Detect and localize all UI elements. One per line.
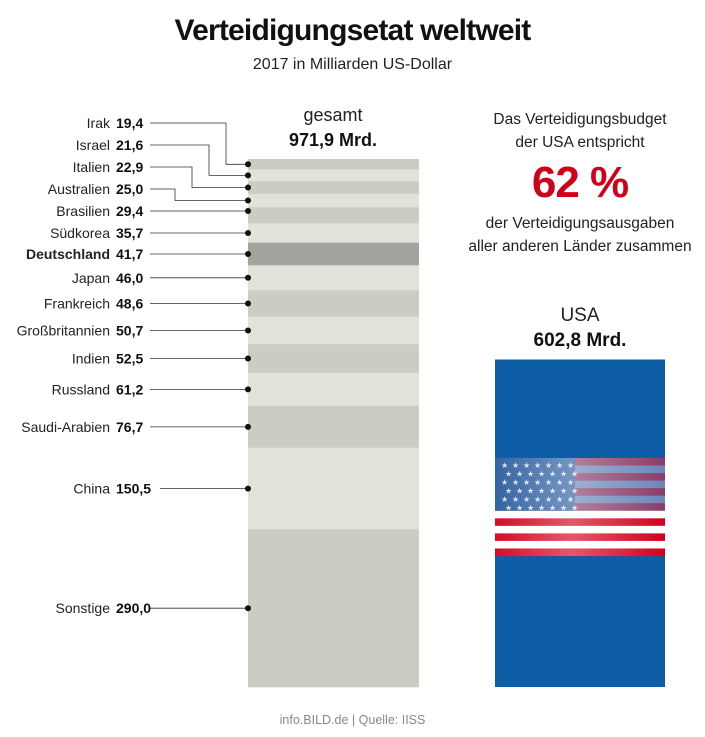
bar-segment-irak: [248, 159, 419, 170]
note-line-4: aller anderen Länder zusammen: [468, 238, 692, 255]
value-label: 50,7: [116, 323, 143, 339]
leader-line: [150, 188, 248, 201]
country-label: Indien: [72, 351, 110, 367]
bar-segment-italien: [248, 181, 419, 195]
value-label: 29,4: [116, 203, 143, 219]
value-label: 290,0: [116, 600, 151, 616]
bar-segment-indien: [248, 344, 419, 374]
bar-segment-großbritannien: [248, 316, 419, 345]
total-label: gesamt: [303, 105, 362, 125]
bar-segment-brasilien: [248, 207, 419, 224]
value-label: 19,4: [116, 115, 143, 131]
bar-segment-japan: [248, 265, 419, 291]
bar-segment-saudi-arabien: [248, 406, 419, 448]
country-label: Italien: [73, 159, 110, 175]
country-label: Südkorea: [50, 225, 110, 241]
leader-dot: [245, 327, 251, 334]
chart-title: Verteidigungsetat weltweit: [174, 14, 532, 47]
country-label: Russland: [52, 381, 110, 397]
bar-segment-deutschland: [248, 242, 419, 266]
chart-subtitle: 2017 in Milliarden US-Dollar: [252, 56, 453, 73]
country-label: Deutschland: [26, 246, 110, 262]
leader-dot: [245, 605, 251, 612]
source-note: info.BILD.de | Quelle: IISS: [279, 713, 426, 727]
country-label: Frankreich: [44, 296, 110, 312]
value-label: 76,7: [116, 419, 143, 435]
leader-dot: [245, 251, 251, 257]
leader-dot: [245, 274, 251, 281]
leader-dot: [245, 208, 251, 214]
leader-dot: [245, 300, 251, 307]
value-label: 52,5: [116, 351, 143, 367]
bar-segment-australien: [248, 193, 419, 208]
value-label: 48,6: [116, 296, 143, 312]
usa-note-continued: der Verteidigungsausgaben aller anderen …: [440, 212, 705, 258]
country-label: Japan: [72, 270, 110, 286]
total-value: 971,9 Mrd.: [289, 130, 377, 150]
bar-segment-sonstige: [248, 529, 419, 688]
usa-comparison-bar: ★★★★★★★★★★★★★★★★★★★★★★★★★★★★★★★★★★★★★★★★…: [495, 359, 665, 687]
value-label: 61,2: [116, 381, 143, 397]
bar-segment-russland: [248, 372, 419, 407]
value-label: 41,7: [116, 246, 143, 262]
leader-dot: [245, 423, 251, 430]
country-label: Sonstige: [56, 600, 111, 616]
value-label: 22,9: [116, 159, 143, 175]
leader-dot: [245, 184, 251, 191]
note-line-1: Das Verteidigungsbudget: [493, 111, 667, 128]
value-label: 21,6: [116, 137, 143, 153]
value-label: 35,7: [116, 225, 143, 241]
value-label: 25,0: [116, 181, 143, 197]
leader-dot: [245, 485, 251, 492]
country-label: Brasilien: [56, 203, 110, 219]
leader-line: [150, 166, 248, 188]
usa-label: USA: [560, 305, 600, 326]
note-line-2: der USA entspricht: [515, 134, 645, 151]
leader-dot: [245, 230, 251, 236]
leader-dot: [245, 197, 251, 204]
usa-share-percent: 62 %: [531, 158, 629, 207]
leader-lines: [150, 122, 251, 612]
country-label: Australien: [48, 181, 110, 197]
country-label: Israel: [76, 137, 110, 153]
bar-segments: [248, 159, 419, 688]
leader-dot: [245, 355, 251, 362]
bar-segment-israel: [248, 169, 419, 182]
country-label: Saudi-Arabien: [21, 419, 110, 435]
leader-dot: [245, 161, 251, 168]
leader-line: [150, 122, 248, 165]
country-label: China: [73, 481, 110, 497]
leader-dot: [245, 386, 251, 393]
country-label: Großbritannien: [17, 323, 110, 339]
bar-segment-südkorea: [248, 223, 419, 243]
leader-dot: [245, 172, 251, 179]
bar-segment-frankreich: [248, 290, 419, 318]
leader-line: [150, 144, 248, 176]
us-flag-icon: ★★★★★★★★★★★★★★★★★★★★★★★★★★★★★★★★★★★★★★★★…: [495, 458, 665, 557]
value-label: 46,0: [116, 270, 143, 286]
bar-segment-china: [248, 447, 419, 530]
usa-note: Das Verteidigungsbudget der USA entspric…: [455, 108, 705, 154]
country-labels: Irak 19,4 Israel 21,6 Italien 22,9 Australien 2…: [17, 115, 152, 616]
value-label: 150,5: [116, 481, 151, 497]
country-label: Irak: [87, 115, 111, 131]
usa-value: 602,8 Mrd.: [533, 330, 627, 351]
note-line-3: der Verteidigungsausgaben: [485, 215, 675, 232]
